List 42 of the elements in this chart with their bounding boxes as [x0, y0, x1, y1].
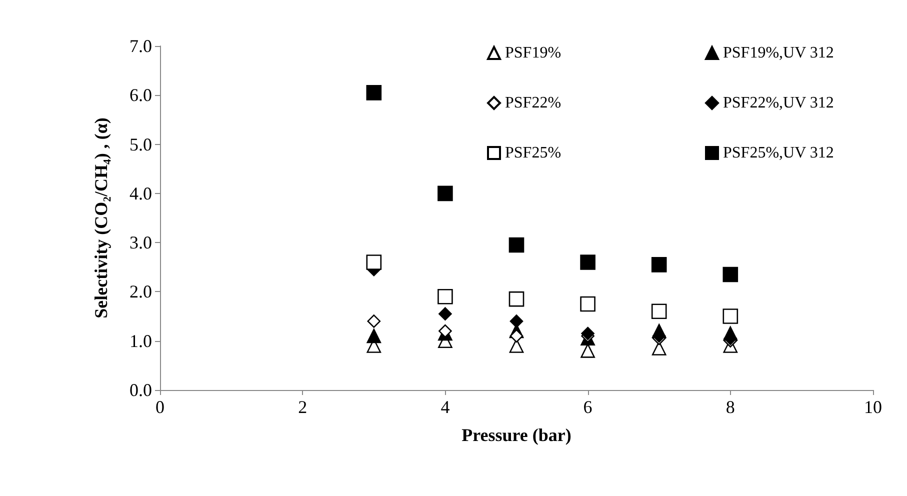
point [438, 288, 453, 304]
point [366, 328, 382, 344]
point [508, 237, 524, 253]
legend-label: PSF25%,UV 312 [723, 144, 858, 162]
point [366, 254, 382, 270]
point [581, 326, 594, 340]
legend-label: PSF22%,UV 312 [723, 94, 858, 112]
y-tick-label: 0.0 [130, 380, 152, 400]
point [580, 344, 595, 358]
point [722, 266, 738, 282]
point [438, 307, 452, 320]
point [651, 304, 667, 320]
y-tick-label: 1.0 [130, 330, 152, 351]
point [367, 314, 381, 328]
legend-label: PSF22% [505, 94, 642, 112]
legend-label: PSF19% [505, 44, 642, 62]
y-tick-label: 3.0 [130, 232, 152, 253]
x-tick-label: 8 [726, 397, 735, 417]
point [508, 291, 524, 307]
y-tick-label: 6.0 [130, 85, 152, 106]
x-tick-label: 4 [440, 397, 450, 417]
y-tick-label: 7.0 [130, 36, 152, 56]
point [510, 329, 524, 343]
x-tick-label: 6 [583, 397, 592, 417]
point [651, 257, 667, 272]
point [580, 296, 596, 312]
x-tick-label: 0 [156, 397, 164, 417]
legend-label: PSF25% [505, 144, 642, 162]
point [366, 85, 382, 100]
point [438, 324, 452, 338]
point [510, 314, 524, 328]
y-tick-label: 4.0 [130, 183, 152, 204]
point [580, 254, 596, 270]
x-tick-label: 10 [864, 397, 882, 417]
legend-label: PSF19%,UV 312 [723, 44, 858, 62]
point [438, 186, 453, 202]
y-tick-label: 5.0 [130, 134, 152, 154]
point [722, 308, 738, 324]
y-axis-title: Selectivity (CO₂/CH₄) , (α) [91, 118, 111, 318]
x-axis-title: Pressure (bar) [462, 425, 572, 445]
x-tick-label: 2 [298, 397, 308, 417]
y-tick-label: 2.0 [130, 282, 152, 302]
